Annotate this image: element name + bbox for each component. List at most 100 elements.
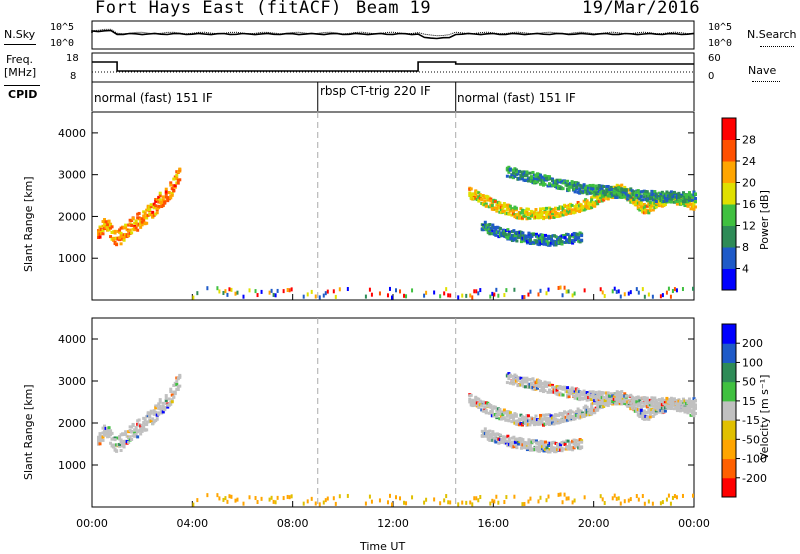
power-cell — [173, 175, 177, 179]
velocity-cell — [276, 495, 279, 500]
power-cell — [694, 192, 697, 196]
power-cell — [635, 202, 639, 206]
power-cell — [599, 187, 603, 191]
velocity-cell — [149, 419, 153, 423]
velocity-cell — [680, 403, 684, 407]
velocity-cell — [597, 406, 601, 410]
velocity-cell — [540, 385, 544, 389]
velocity-cell — [524, 444, 528, 448]
velocity-cell — [516, 439, 520, 443]
velocity-cell — [560, 417, 564, 421]
velocity-cell — [559, 448, 563, 452]
power-cell — [107, 219, 111, 223]
power-cell — [471, 195, 475, 199]
velocity-cell — [566, 393, 570, 397]
power-cell — [505, 208, 509, 212]
power-cell — [618, 193, 622, 197]
power-cell — [473, 289, 476, 294]
velocity-cell — [611, 400, 615, 404]
power-cell — [654, 205, 658, 209]
power-cell — [645, 204, 649, 208]
velocity-cell — [541, 386, 545, 390]
power-cell — [590, 196, 594, 200]
velocity-cell — [629, 401, 633, 405]
power-cell — [563, 285, 566, 290]
power-cell — [599, 287, 602, 292]
power-cell — [647, 211, 651, 215]
velocity-cell — [145, 420, 149, 424]
velocity-cell — [600, 405, 604, 409]
power-cell — [388, 286, 391, 291]
power-cell — [178, 167, 182, 171]
velocity-cell — [556, 442, 560, 446]
velocity-cell — [525, 380, 529, 384]
power-cell — [532, 181, 536, 185]
velocity-cell — [535, 383, 539, 387]
power-colorbar-swatch — [722, 225, 736, 248]
velocity-cell — [681, 493, 684, 498]
power-cell — [620, 190, 624, 194]
velocity-cell — [486, 431, 490, 435]
power-cell — [302, 294, 305, 299]
velocity-cell — [559, 443, 563, 447]
power-cell — [657, 197, 661, 201]
velocity-cell — [666, 404, 670, 408]
power-cell — [338, 287, 341, 292]
velocity-cell — [660, 397, 664, 401]
power-cell — [133, 225, 137, 229]
power-cell — [647, 193, 651, 197]
velocity-cell — [142, 421, 146, 425]
velocity-cell — [689, 405, 693, 409]
power-cell — [571, 241, 575, 245]
velocity-cell — [638, 399, 642, 403]
power-cell — [557, 186, 561, 190]
velocity-cell — [471, 502, 474, 507]
power-cell — [274, 293, 277, 298]
power-cell — [528, 235, 532, 239]
velocity-cell — [623, 499, 626, 504]
power-cell — [599, 185, 603, 189]
velocity-cell — [514, 420, 518, 424]
power-cell — [669, 294, 672, 299]
power-cell — [523, 295, 526, 300]
power-cell — [113, 229, 117, 233]
power-cell — [686, 194, 690, 198]
power-cell — [609, 187, 613, 191]
power-cell — [620, 195, 624, 199]
velocity-cell — [496, 412, 500, 416]
power-cell — [547, 237, 551, 241]
power-cell — [519, 174, 523, 178]
velocity-cell — [501, 440, 505, 444]
power-cell — [689, 207, 693, 211]
power-cell — [526, 216, 530, 220]
velocity-cell — [529, 381, 533, 385]
velocity-cell — [554, 420, 558, 424]
power-cell — [234, 291, 237, 296]
velocity-cell — [554, 417, 558, 421]
velocity-cell — [558, 385, 562, 389]
velocity-cell — [579, 410, 583, 414]
power-cell — [560, 234, 564, 238]
power-cell — [519, 207, 523, 211]
power-cell — [499, 211, 503, 215]
power-cell — [548, 175, 552, 179]
velocity-cell — [546, 418, 550, 422]
velocity-cell — [127, 430, 131, 434]
power-cell — [639, 195, 643, 199]
velocity-cell — [532, 380, 536, 384]
power-cell — [599, 191, 603, 195]
power-cell — [632, 190, 636, 194]
power-cell — [641, 287, 644, 292]
power-cell — [146, 207, 150, 211]
velocity-cell — [583, 495, 586, 500]
panel-frame-1 — [91, 52, 695, 83]
velocity-cell — [644, 414, 648, 418]
velocity-cell — [588, 390, 592, 394]
power-cell — [164, 192, 168, 196]
power-cell — [119, 234, 123, 238]
nsearch-tick-high: 10^5 — [708, 22, 733, 33]
velocity-cell — [659, 408, 663, 412]
velocity-cell — [665, 396, 669, 400]
velocity-cell — [601, 497, 604, 502]
velocity-cell — [594, 393, 598, 397]
